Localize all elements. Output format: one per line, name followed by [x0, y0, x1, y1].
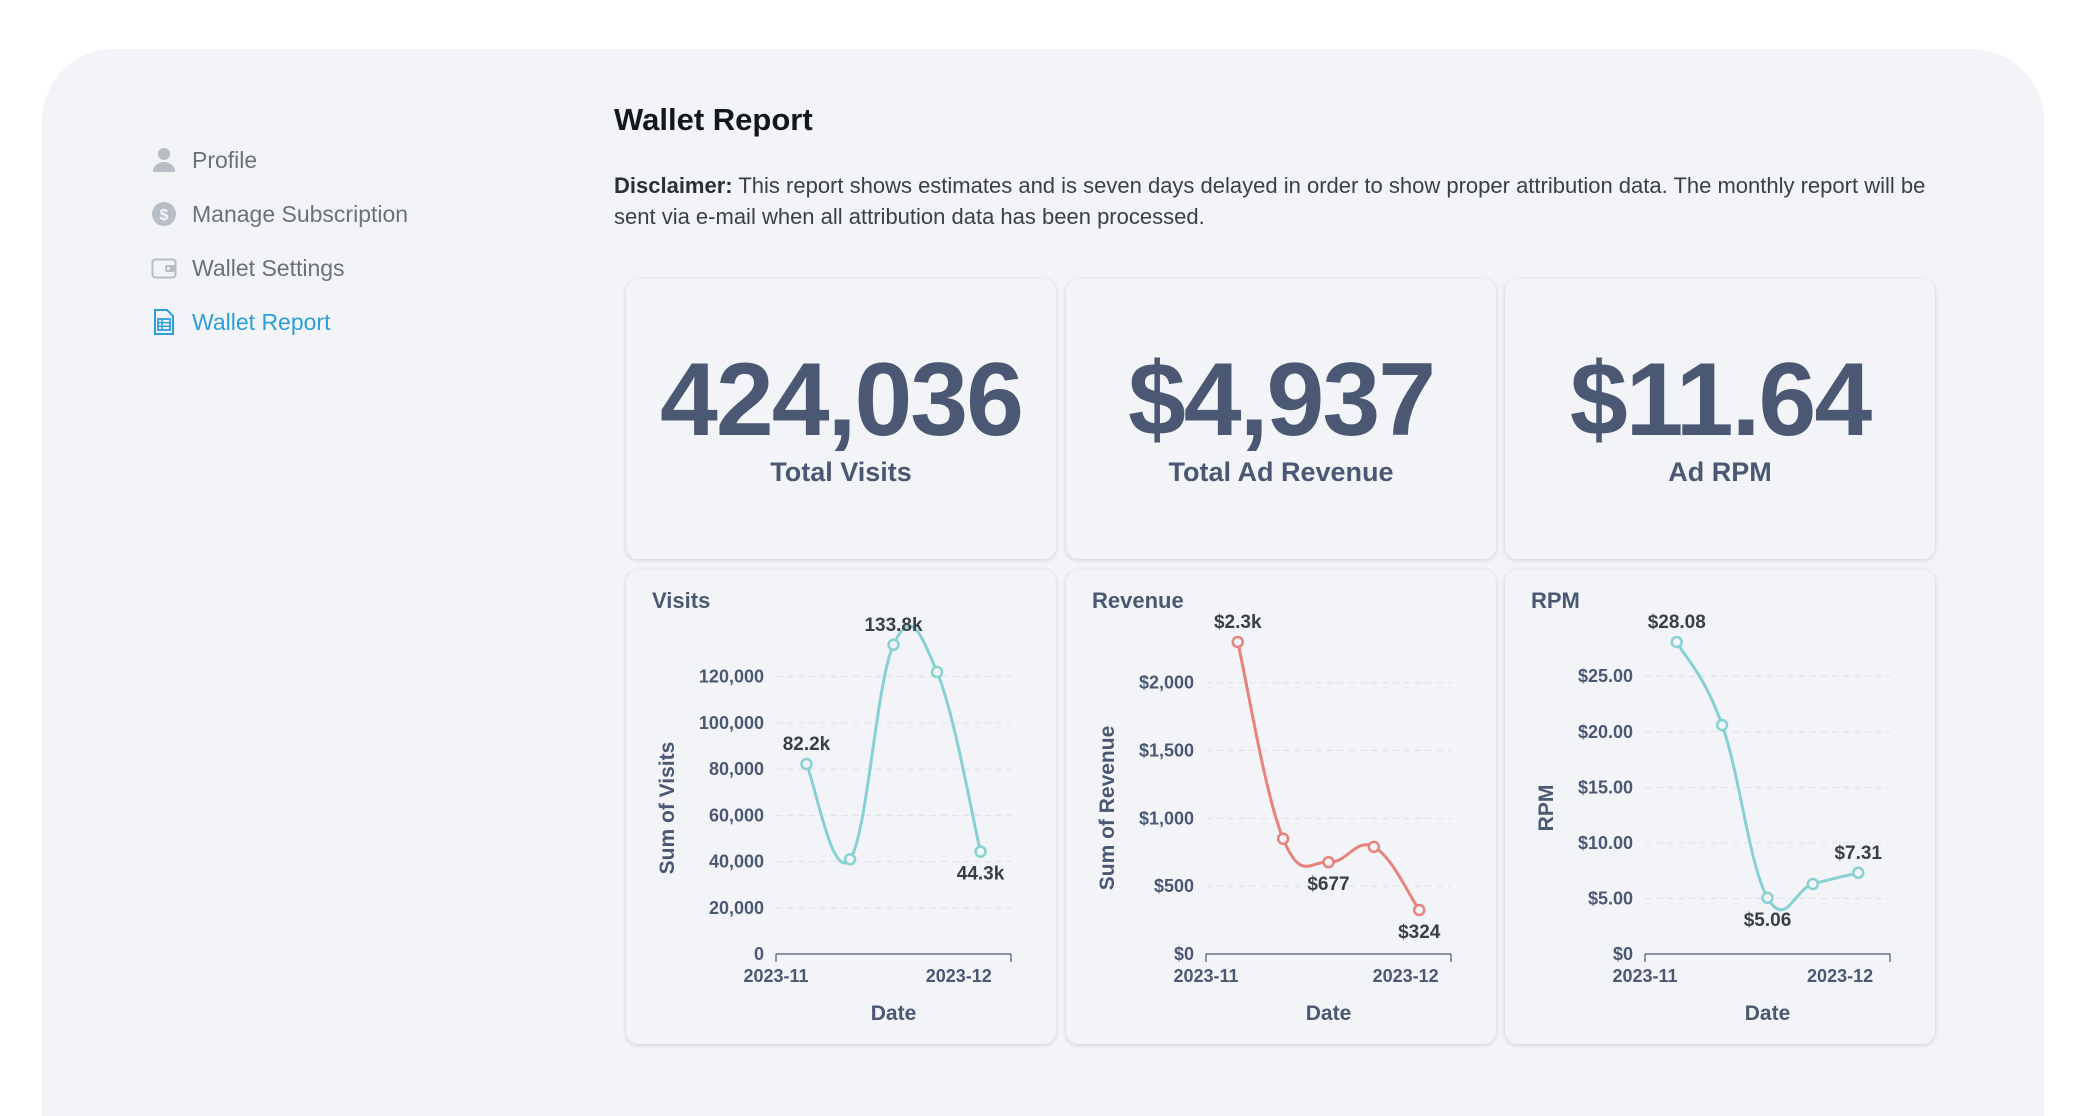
kpi-value: $4,937	[1127, 342, 1436, 458]
data-point	[800, 757, 813, 771]
y-tick-label: $20.00	[1578, 722, 1633, 742]
rpm-line-chart: $0 $5.00 $10.00 $15.00 $20.00 $25.00 2023-11 20…	[1535, 612, 1891, 1025]
report-icon	[150, 308, 178, 336]
x-axis-title: Date	[871, 1002, 917, 1025]
data-label: $324	[1398, 922, 1441, 943]
data-label: $7.31	[1834, 843, 1882, 864]
data-point	[1322, 855, 1335, 869]
y-tick-label: $1,000	[1139, 808, 1194, 828]
x-tick-label: 2023-12	[1373, 966, 1439, 986]
kpi-value: $11.64	[1569, 342, 1872, 458]
kpi-label: Total Ad Revenue	[1168, 457, 1394, 487]
y-axis-title: RPM	[1535, 785, 1558, 832]
y-tick-label: $5.00	[1588, 888, 1633, 908]
y-tick-label: $0	[1613, 944, 1633, 964]
x-tick-label: 2023-11	[743, 966, 808, 986]
data-label: 133.8k	[864, 615, 923, 636]
y-tick-label: $2,000	[1139, 673, 1194, 693]
series-line	[805, 624, 982, 865]
chart-title: Revenue	[1092, 588, 1184, 613]
data-label: $677	[1307, 874, 1349, 895]
y-tick-label: $1,500	[1139, 741, 1194, 761]
data-label: 44.3k	[957, 864, 1005, 885]
chart-card-rpm: RPM $0 $5.00 $10.00 $15.00 $20.00 $25.00 2023-…	[1505, 570, 1935, 1044]
y-tick-label: 80,000	[709, 759, 764, 779]
kpi-card-ad-rpm: $11.64 Ad RPM	[1505, 279, 1935, 559]
data-point	[1412, 903, 1426, 917]
y-tick-label: 20,000	[709, 898, 764, 918]
wallet-icon	[150, 254, 178, 282]
kpi-label: Total Visits	[770, 457, 912, 487]
sidebar-item-label: Profile	[192, 146, 258, 173]
y-tick-label: $15.00	[1578, 777, 1633, 797]
y-tick-label: 100,000	[699, 713, 764, 733]
kpi-card-total-visits: 424,036 Total Visits	[626, 279, 1056, 559]
data-point	[930, 665, 944, 679]
dollar-circle-icon: $	[150, 200, 178, 228]
sidebar-item-wallet-settings[interactable]: Wallet Settings	[150, 241, 550, 295]
sidebar-item-label: Wallet Settings	[192, 254, 345, 281]
svg-text:$: $	[160, 207, 169, 224]
sidebar-item-label: Wallet Report	[192, 308, 331, 335]
data-label: $5.06	[1744, 910, 1792, 931]
y-tick-label: $25.00	[1578, 666, 1633, 686]
series-line	[1236, 641, 1421, 911]
sidebar-item-label: Manage Subscription	[192, 200, 409, 227]
x-tick-label: 2023-12	[926, 966, 992, 986]
kpi-card-total-ad-revenue: $4,937 Total Ad Revenue	[1066, 279, 1496, 559]
y-tick-label: 60,000	[709, 805, 764, 825]
user-icon	[150, 146, 178, 174]
kpi-value: 424,036	[660, 342, 1024, 458]
data-point	[974, 845, 987, 858]
y-tick-label: $0	[1174, 944, 1194, 964]
disclaimer: Disclaimer: This report shows estimates …	[614, 170, 1954, 232]
data-point	[1806, 877, 1820, 891]
data-label: 82.2k	[783, 734, 831, 755]
x-axis-title: Date	[1306, 1002, 1352, 1025]
data-point	[1367, 840, 1381, 854]
data-point	[1851, 866, 1865, 880]
series-line	[1675, 641, 1859, 912]
chart-card-visits: Visits 0 20,000 40,000 60,000 80,000 100,000 1…	[626, 570, 1056, 1044]
data-label: $2.3k	[1214, 612, 1262, 633]
y-tick-label: $500	[1154, 876, 1194, 896]
x-tick-label: 2023-12	[1807, 966, 1873, 986]
revenue-line-chart: $0 $500 $1,000 $1,500 $2,000 2023-11 2023-12 Da…	[1096, 612, 1452, 1025]
sidebar-item-profile[interactable]: Profile	[150, 133, 550, 187]
data-point	[843, 852, 857, 866]
chart-card-revenue: Revenue $0 $500 $1,000 $1,500 $2,000 2023-11 2…	[1066, 570, 1496, 1044]
y-tick-label: $10.00	[1578, 833, 1633, 853]
sidebar-item-manage-subscription[interactable]: $ Manage Subscription	[150, 187, 550, 241]
sidebar-item-wallet-report[interactable]: Wallet Report	[150, 295, 550, 349]
data-point	[1670, 635, 1684, 649]
y-axis-title: Sum of Revenue	[1096, 726, 1119, 891]
data-label: $28.08	[1648, 612, 1706, 633]
y-axis-title: Sum of Visits	[656, 742, 679, 875]
visits-line-chart: 0 20,000 40,000 60,000 80,000 100,000 120,000 2…	[656, 615, 1012, 1025]
y-tick-label: 120,000	[699, 667, 764, 687]
y-tick-label: 0	[754, 944, 764, 964]
x-tick-label: 2023-11	[1612, 966, 1677, 986]
x-axis-title: Date	[1745, 1002, 1791, 1025]
disclaimer-text: This report shows estimates and is seven…	[614, 173, 1926, 229]
data-point	[1715, 718, 1729, 732]
x-tick-label: 2023-11	[1173, 966, 1238, 986]
data-point	[1231, 635, 1245, 649]
data-point	[887, 638, 900, 652]
data-point	[1761, 891, 1774, 905]
y-tick-label: 40,000	[709, 852, 764, 872]
page-title: Wallet Report	[614, 102, 813, 137]
settings-sidebar: Profile $ Manage Subscription Wallet Set…	[150, 133, 550, 349]
chart-title: Visits	[652, 588, 711, 613]
chart-title: RPM	[1531, 588, 1580, 613]
disclaimer-label: Disclaimer:	[614, 173, 733, 198]
kpi-label: Ad RPM	[1668, 457, 1772, 487]
data-point	[1276, 832, 1290, 845]
